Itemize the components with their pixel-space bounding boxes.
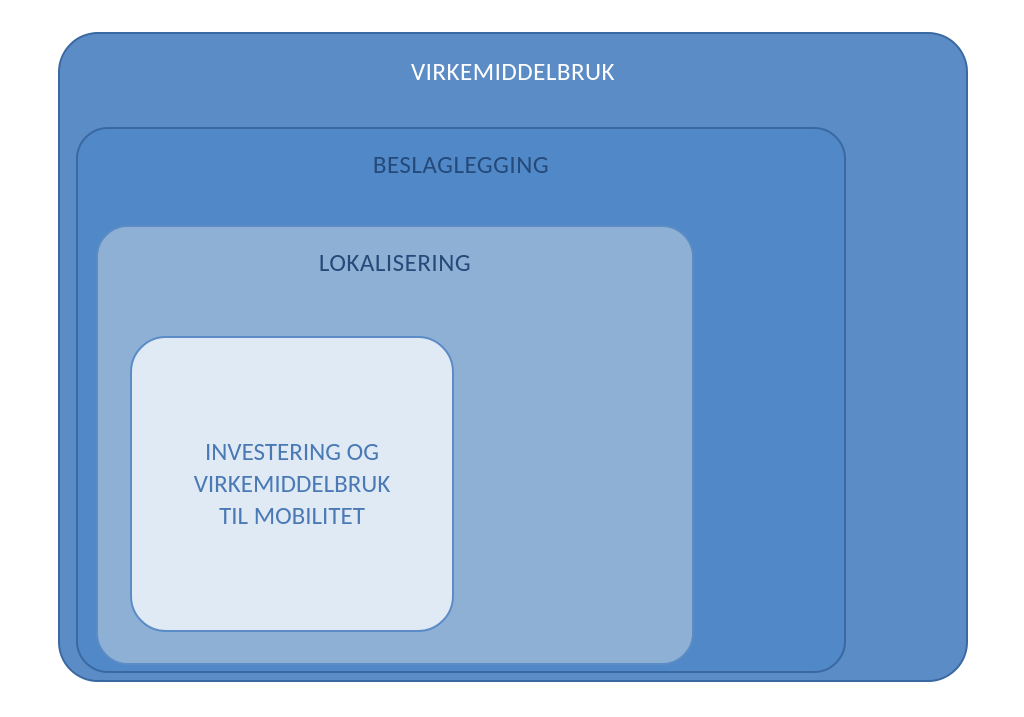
inner-box: INVESTERING OG VIRKEMIDDELBRUK TIL MOBIL… [130, 336, 454, 632]
third-box-label: LOKALISERING [98, 247, 692, 278]
nested-diagram: VIRKEMIDDELBRUK BESLAGLEGGING LOKALISERI… [0, 0, 1024, 717]
outer-box-label: VIRKEMIDDELBRUK [60, 56, 966, 87]
second-box-label: BESLAGLEGGING [78, 149, 844, 180]
inner-box-label: INVESTERING OG VIRKEMIDDELBRUK TIL MOBIL… [194, 436, 391, 532]
